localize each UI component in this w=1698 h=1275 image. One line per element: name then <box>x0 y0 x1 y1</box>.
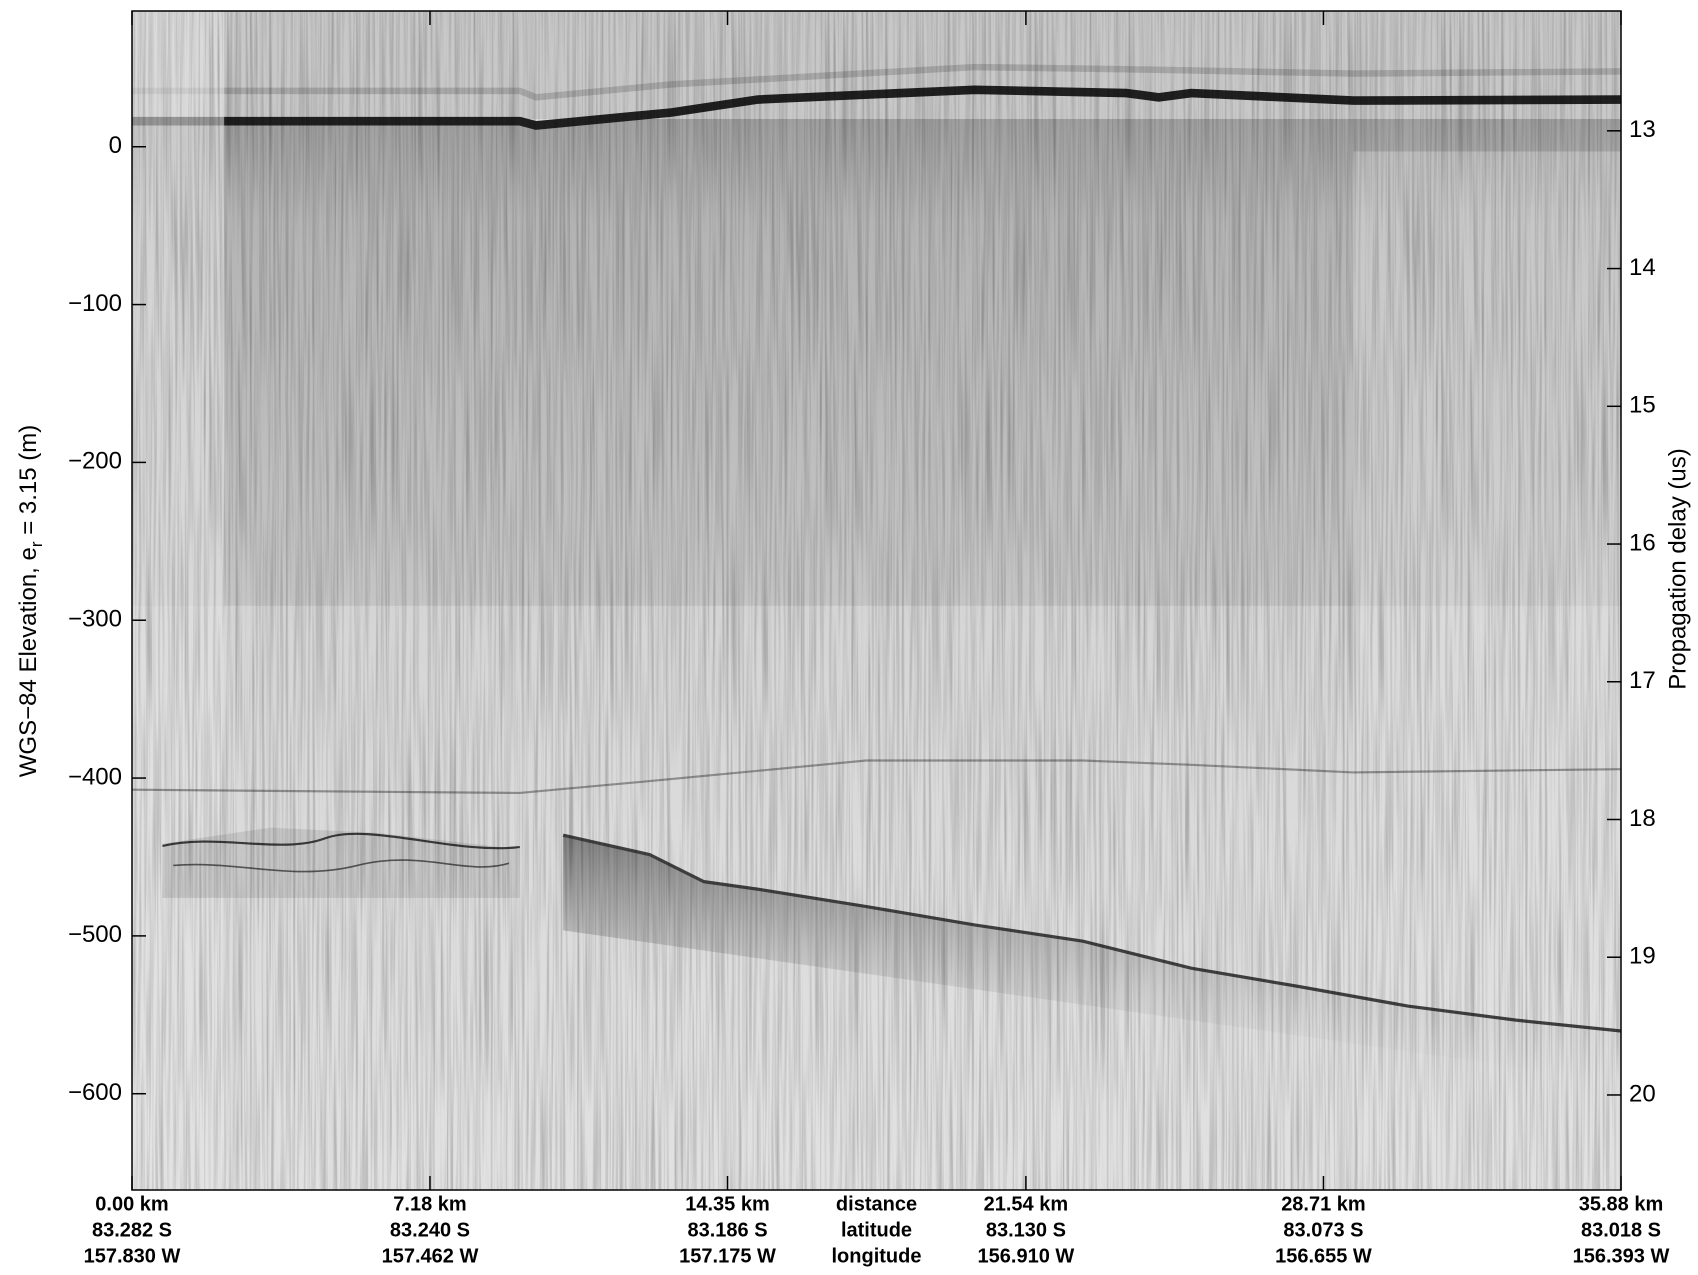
y-tick-label: −400 <box>68 763 122 790</box>
y-tick-label: −100 <box>68 290 122 317</box>
y2-tick-label: 14 <box>1629 254 1656 281</box>
x-tick-longitude: 156.655 W <box>1275 1245 1372 1267</box>
y2-tick-label: 18 <box>1629 805 1656 832</box>
x-row-label: latitude <box>841 1219 912 1241</box>
y2-axis-label: Propagation delay (us) <box>1664 448 1691 689</box>
y-label-subscript: r <box>27 541 46 547</box>
x-tick-label: 35.88 km <box>1579 1193 1664 1215</box>
y2-tick-label: 13 <box>1629 116 1656 143</box>
y2-tick-label: 20 <box>1629 1080 1656 1107</box>
y2-tick-label: 19 <box>1629 943 1656 970</box>
x-tick-label: 7.18 km <box>393 1193 466 1215</box>
y-tick-label: −300 <box>68 606 122 633</box>
y-axis-label: WGS−84 Elevation, er = 3.15 (m) <box>15 425 46 778</box>
x-tick-latitude: 83.073 S <box>1283 1219 1363 1241</box>
x-tick-latitude: 83.240 S <box>390 1219 470 1241</box>
y-tick-label: −200 <box>68 448 122 475</box>
radargram-image <box>132 10 1622 1190</box>
x-tick-latitude: 83.186 S <box>687 1219 767 1241</box>
x-row-label: longitude <box>832 1245 922 1267</box>
plot-frame <box>131 10 1622 1191</box>
y-tick-label: −600 <box>68 1079 122 1106</box>
x-tick-latitude: 83.130 S <box>986 1219 1066 1241</box>
x-row-label: distance <box>836 1193 917 1215</box>
x-tick-latitude: 83.282 S <box>92 1219 172 1241</box>
x-tick-label: 14.35 km <box>685 1193 770 1215</box>
y2-tick-label: 17 <box>1629 667 1656 694</box>
x-tick-latitude: 83.018 S <box>1581 1219 1661 1241</box>
x-tick-label: 28.71 km <box>1281 1193 1366 1215</box>
x-tick-longitude: 157.175 W <box>679 1245 776 1267</box>
x-tick-longitude: 157.462 W <box>382 1245 479 1267</box>
y-tick-label: 0 <box>109 132 122 159</box>
y-tick-label: −500 <box>68 921 122 948</box>
x-tick-longitude: 156.910 W <box>978 1245 1075 1267</box>
x-tick-longitude: 157.830 W <box>84 1245 181 1267</box>
y-label-text: WGS−84 Elevation, e <box>15 547 42 777</box>
x-tick-label: 0.00 km <box>95 1193 168 1215</box>
x-tick-longitude: 156.393 W <box>1573 1245 1670 1267</box>
y2-tick-label: 16 <box>1629 529 1656 556</box>
y-label-suffix: = 3.15 (m) <box>15 425 42 542</box>
x-tick-label: 21.54 km <box>984 1193 1069 1215</box>
y2-tick-label: 15 <box>1629 392 1656 419</box>
